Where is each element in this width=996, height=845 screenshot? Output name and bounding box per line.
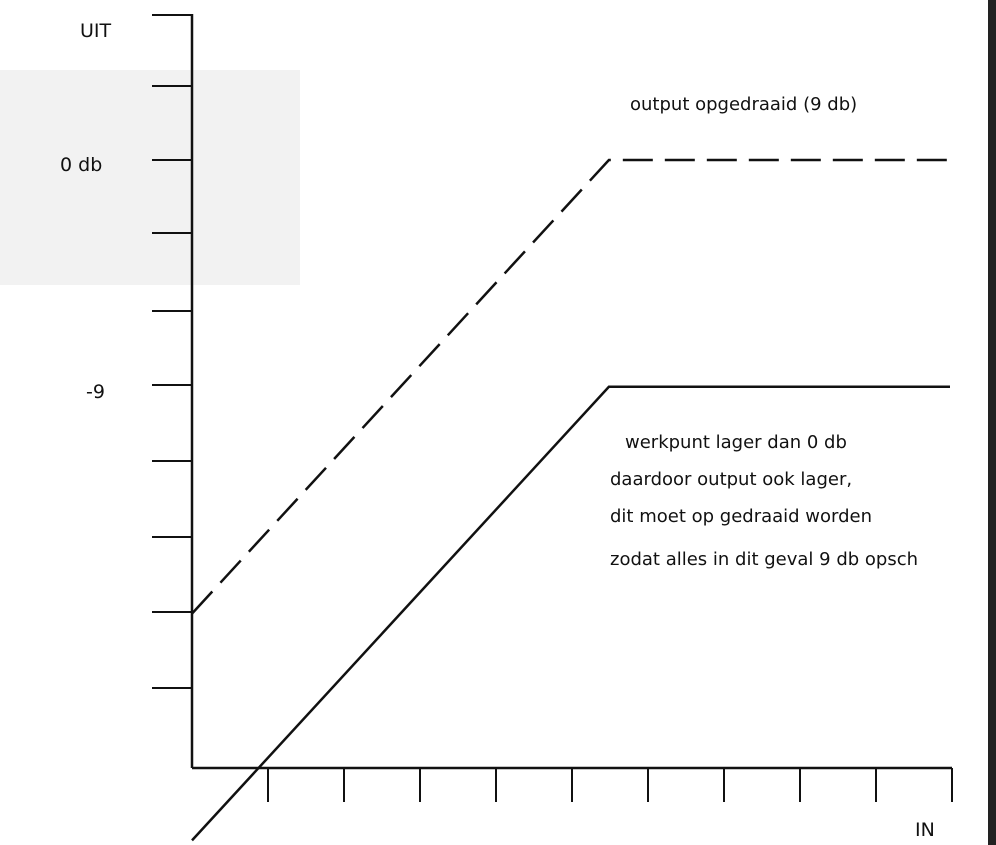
- series-line-output-opgedraaid: [191, 158, 950, 615]
- y-axis-label: UIT: [80, 20, 112, 42]
- note-line-2: daardoor output ook lager,: [610, 469, 852, 490]
- x-axis-label: IN: [915, 819, 935, 841]
- note-line-4: zodat alles in dit geval 9 db opsch: [610, 549, 918, 570]
- note-line-3: dit moet op gedraaid worden: [610, 506, 872, 527]
- dashed-line-label: output opgedraaid (9 db): [630, 94, 857, 115]
- scan-smudge: [0, 70, 300, 285]
- y-tick-label-0db: 0 db: [60, 154, 102, 176]
- y-tick-label-minus9: -9: [86, 381, 105, 403]
- series-line-werkpunt: [191, 385, 950, 842]
- scan-page-edge: [988, 0, 996, 845]
- x-ticks: [267, 768, 953, 802]
- note-line-1: werkpunt lager dan 0 db: [625, 432, 847, 453]
- y-ticks: [152, 14, 192, 689]
